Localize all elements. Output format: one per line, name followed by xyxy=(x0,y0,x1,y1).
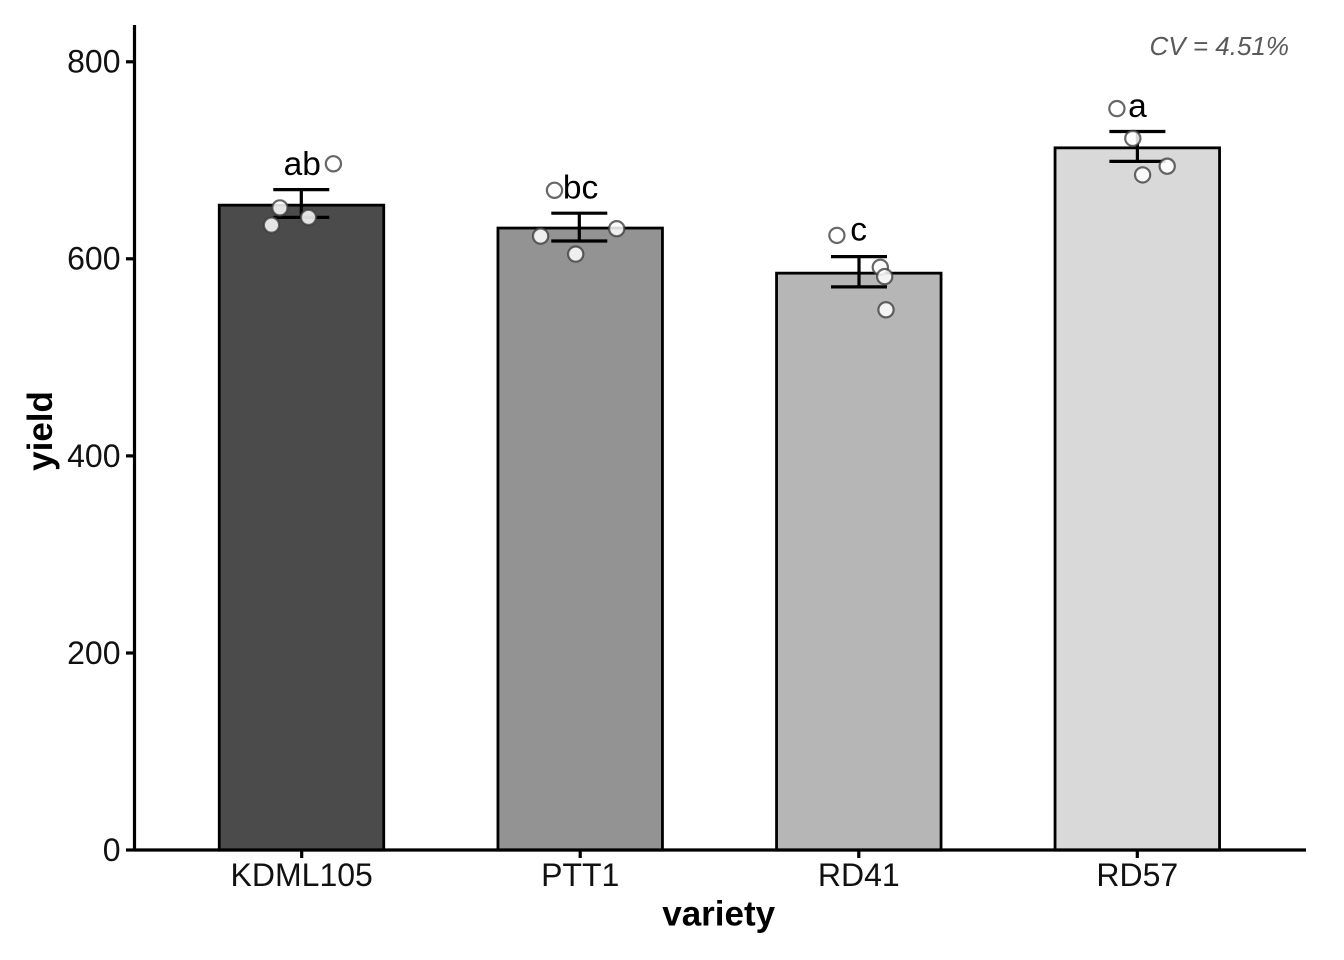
svg-text:a: a xyxy=(1128,88,1147,125)
svg-text:400: 400 xyxy=(67,438,120,474)
svg-text:0: 0 xyxy=(103,832,121,868)
svg-text:RD41: RD41 xyxy=(818,857,900,893)
svg-text:ab: ab xyxy=(284,146,321,183)
svg-text:KDML105: KDML105 xyxy=(231,857,373,893)
svg-text:RD57: RD57 xyxy=(1096,857,1178,893)
svg-text:600: 600 xyxy=(67,241,120,277)
svg-text:variety: variety xyxy=(662,895,775,934)
svg-text:PTT1: PTT1 xyxy=(541,857,619,893)
svg-text:c: c xyxy=(850,211,867,248)
svg-text:CV = 4.51%: CV = 4.51% xyxy=(1150,31,1289,61)
svg-text:800: 800 xyxy=(67,44,120,80)
svg-text:bc: bc xyxy=(563,170,598,207)
svg-text:yield: yield xyxy=(21,391,60,471)
svg-text:200: 200 xyxy=(67,635,120,671)
